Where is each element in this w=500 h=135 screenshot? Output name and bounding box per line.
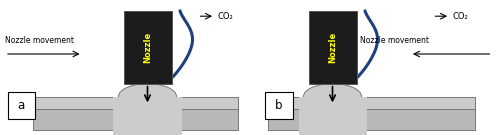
Text: Nozzle movement: Nozzle movement — [5, 36, 74, 45]
Bar — [298, 97, 366, 135]
Bar — [8, 92, 35, 119]
Ellipse shape — [304, 84, 362, 109]
Text: a: a — [18, 99, 25, 112]
Bar — [265, 92, 292, 119]
Text: b: b — [275, 99, 282, 112]
Bar — [124, 11, 172, 84]
Bar — [32, 109, 238, 130]
Bar — [308, 11, 356, 84]
Bar — [114, 97, 182, 135]
Text: CO₂: CO₂ — [452, 12, 468, 21]
Text: Nozzle: Nozzle — [143, 32, 152, 63]
Bar — [268, 97, 475, 109]
Text: Nozzle movement: Nozzle movement — [360, 36, 429, 45]
Text: Nozzle: Nozzle — [328, 32, 337, 63]
Ellipse shape — [118, 84, 176, 109]
Text: CO₂: CO₂ — [218, 12, 233, 21]
Bar — [268, 109, 475, 130]
Bar — [32, 97, 238, 109]
